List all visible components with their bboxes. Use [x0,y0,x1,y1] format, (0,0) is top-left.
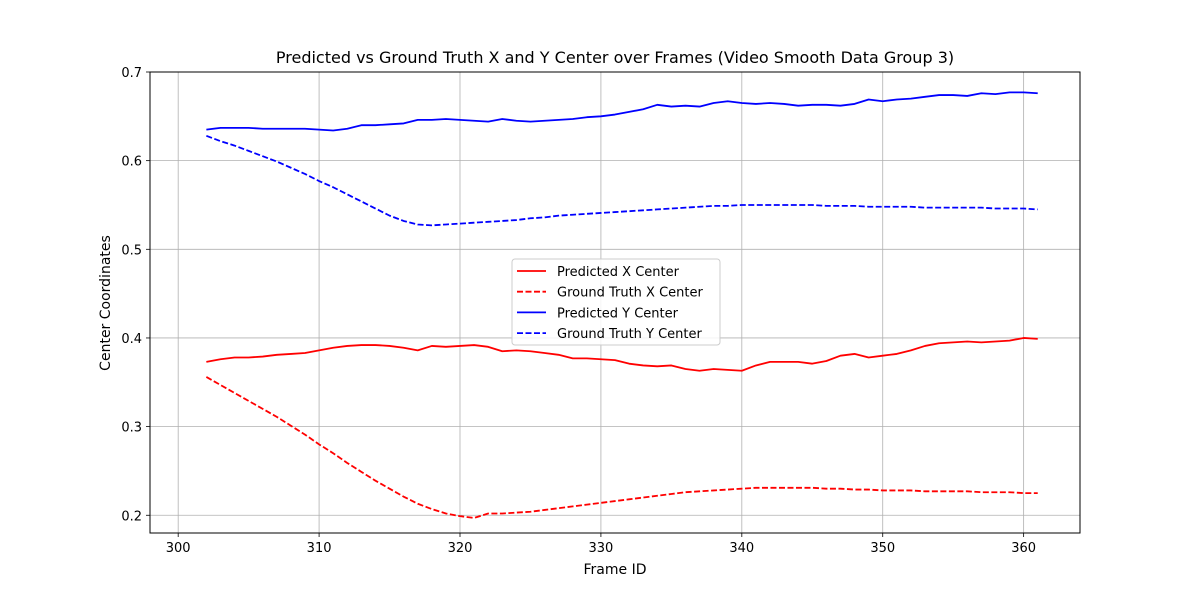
x-tick-label: 360 [1011,541,1036,556]
y-axis-label: Center Coordinates [98,235,114,371]
legend-label: Predicted Y Center [557,306,679,321]
y-tick-label: 0.5 [121,243,142,258]
legend: Predicted X Center Ground Truth X Center P… [511,258,721,346]
x-tick-label: 310 [307,541,332,556]
series-line-ground-truth-x-center [205,376,1038,519]
chart-title: Predicted vs Ground Truth X and Y Center… [276,48,954,67]
x-axis-label: Frame ID [584,562,647,578]
y-tick-label: 0.6 [121,155,142,170]
x-tick-label: 320 [448,541,473,556]
y-tick-label: 0.3 [121,421,142,436]
series-line-ground-truth-y-center [206,134,1038,227]
x-tick-label: 330 [588,541,613,556]
series-line-predicted-y-center [206,91,1038,132]
x-tick-label: 300 [166,541,191,556]
series-lines [205,91,1038,519]
y-tick-label: 0.4 [121,332,142,347]
legend-label: Ground Truth X Center [557,286,703,301]
axis-ticks: 300 310 320 330 340 350 360 0.2 0.3 0.4 0.5 0.6 0.7 [121,66,1036,556]
plot-area-frame [149,71,1081,534]
legend-box [511,258,721,346]
legend-label: Ground Truth Y Center [557,327,703,342]
y-tick-label: 0.2 [121,509,142,524]
legend-label: Predicted X Center [557,265,680,280]
x-tick-label: 340 [729,541,754,556]
x-tick-label: 350 [870,541,895,556]
y-tick-label: 0.7 [121,66,142,81]
series-line-predicted-x-center [206,337,1038,372]
